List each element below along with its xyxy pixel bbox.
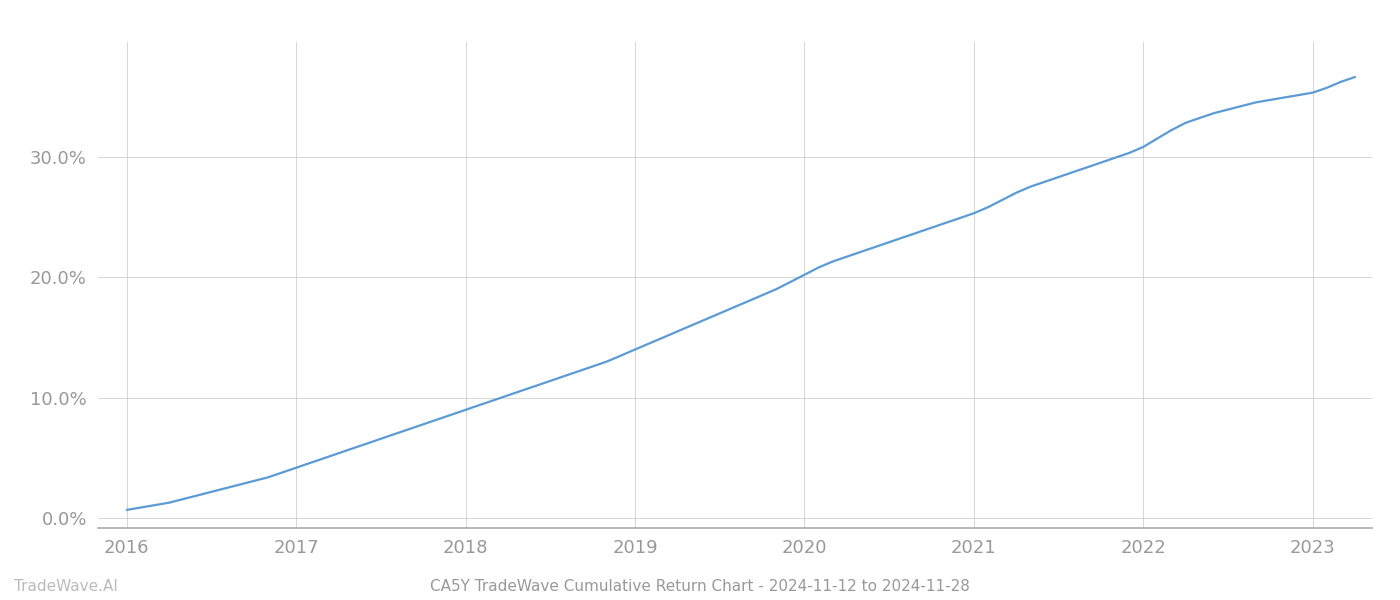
Text: TradeWave.AI: TradeWave.AI (14, 579, 118, 594)
Text: CA5Y TradeWave Cumulative Return Chart - 2024-11-12 to 2024-11-28: CA5Y TradeWave Cumulative Return Chart -… (430, 579, 970, 594)
